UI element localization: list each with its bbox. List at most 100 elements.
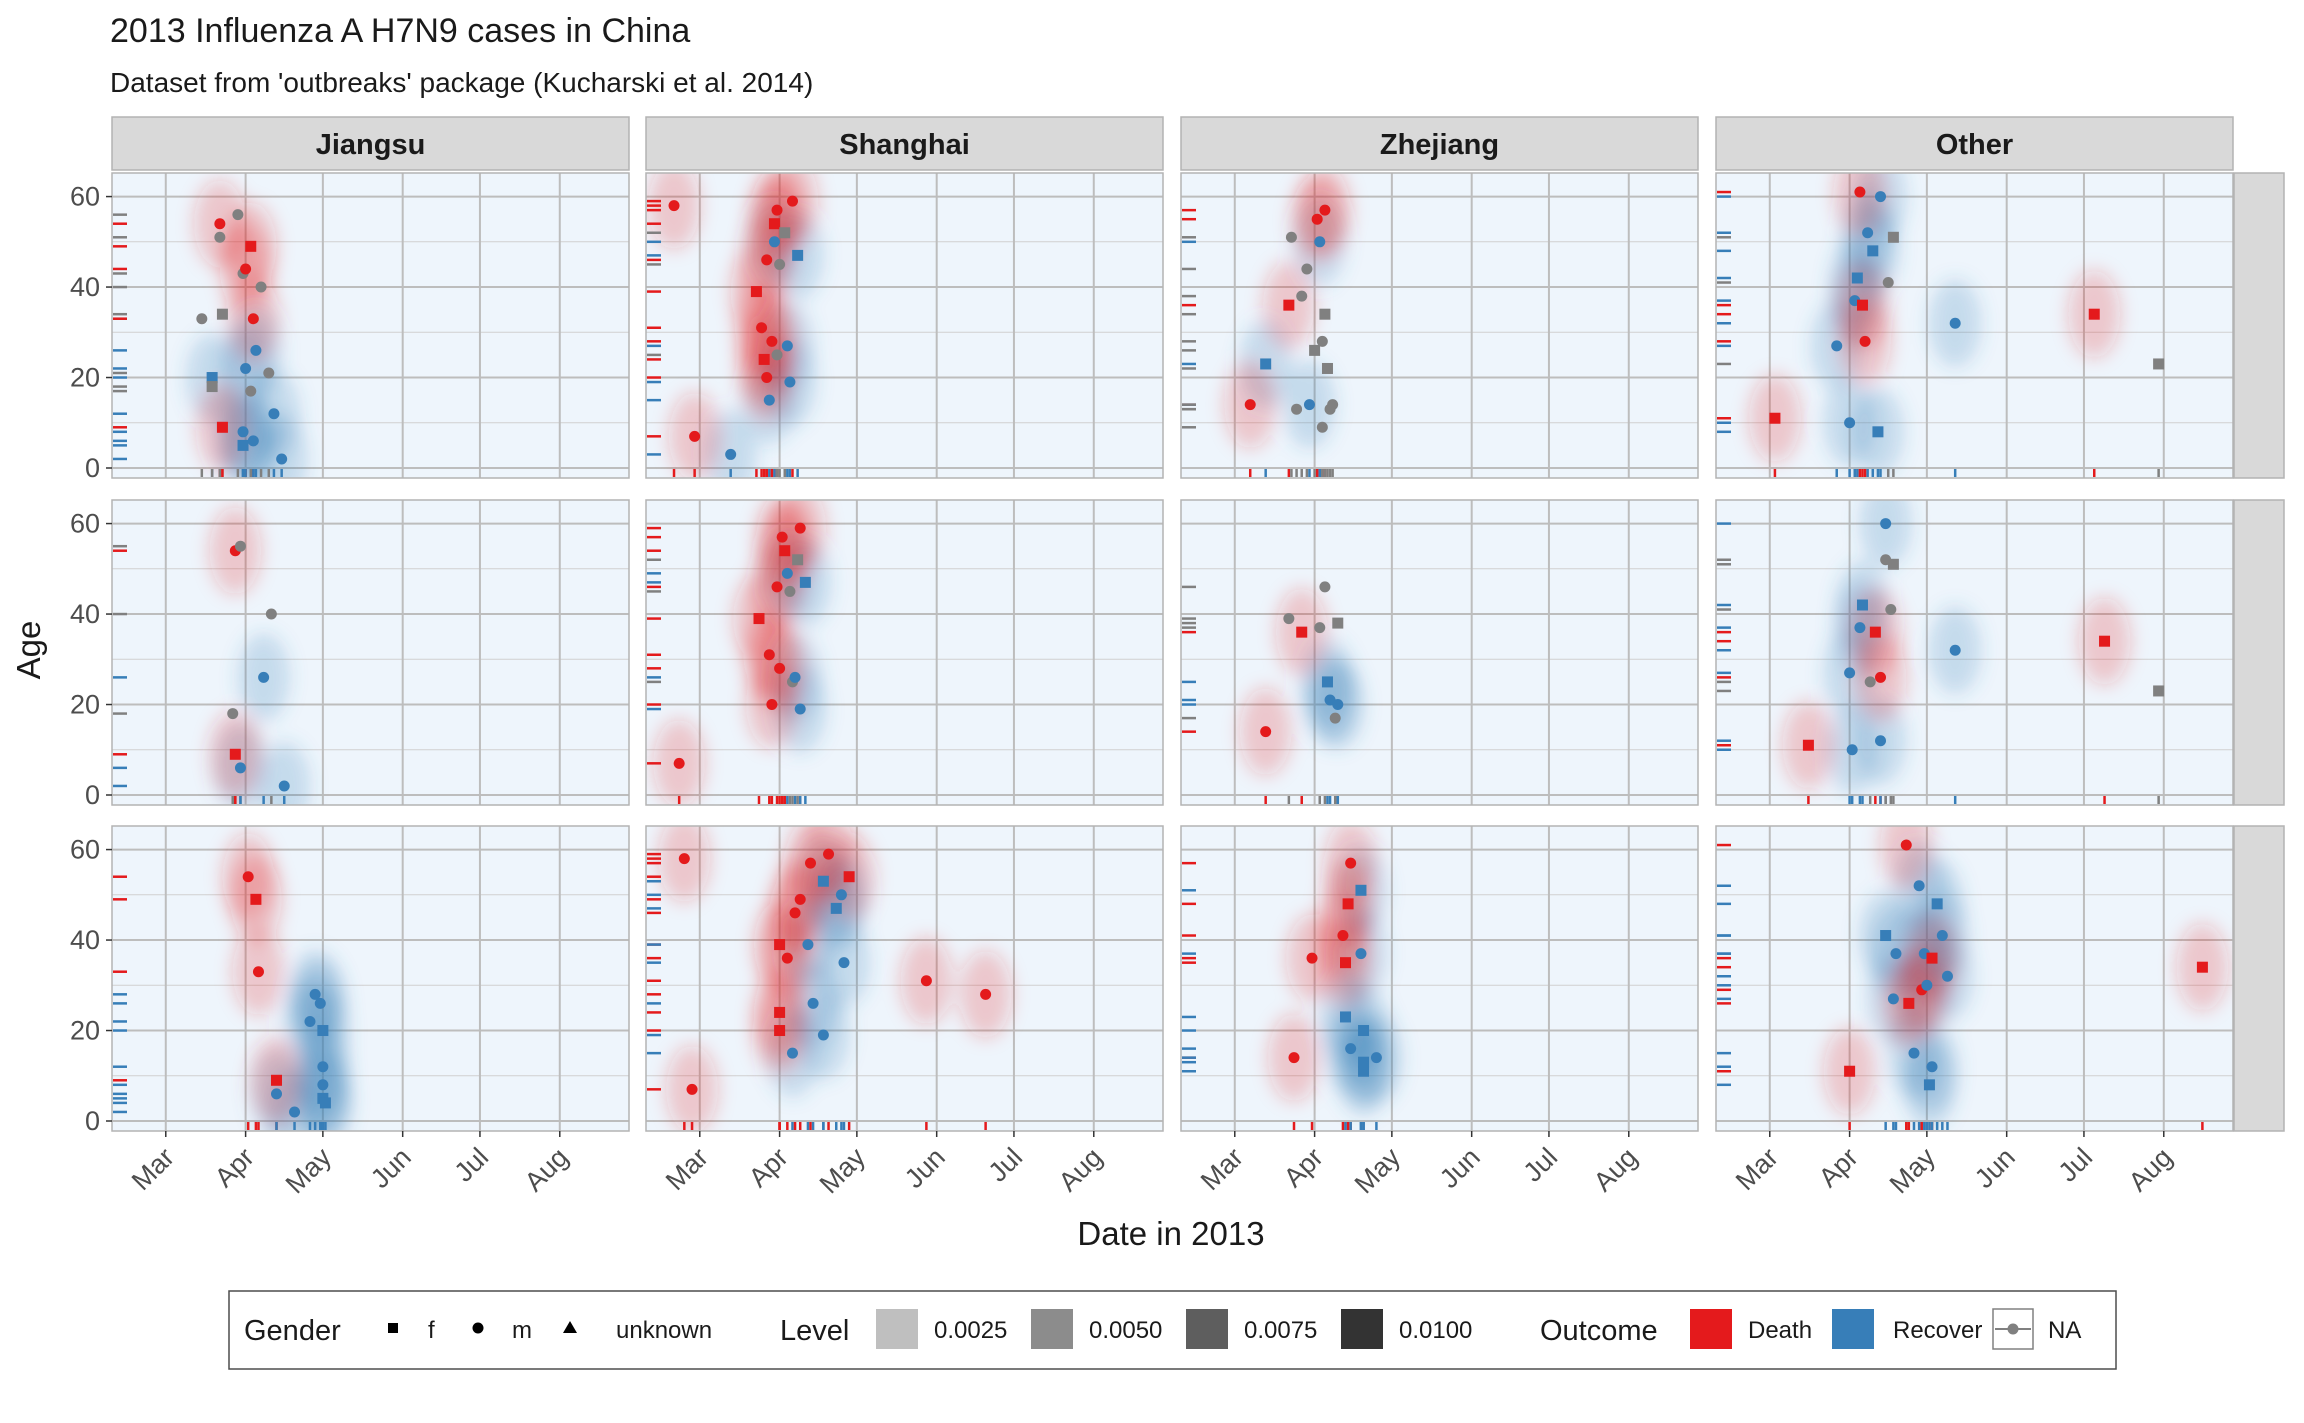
x-tick-label: Jun: [1434, 1142, 1486, 1194]
data-point-na: [1319, 581, 1331, 593]
data-point-recover: [206, 372, 218, 384]
data-point-death: [1856, 299, 1868, 311]
data-point-na: [1314, 622, 1326, 634]
data-point-recover: [317, 1079, 329, 1091]
strip-label-zhejiang: Zhejiang: [1380, 129, 1499, 161]
legend-circle-key: [472, 1322, 484, 1334]
data-point-na: [779, 227, 791, 239]
data-point-death: [758, 353, 770, 365]
data-point-recover: [1936, 930, 1948, 942]
data-point-recover: [786, 1047, 798, 1059]
strip-label-jiangsu: Jiangsu: [316, 129, 426, 161]
data-point-death: [766, 699, 778, 711]
data-point-death: [216, 421, 228, 433]
y-tick-label: 60: [70, 835, 100, 865]
legend-triangle-key: [563, 1321, 577, 1333]
data-point-na: [774, 258, 786, 270]
data-point-na: [2153, 685, 2165, 697]
y-tick-label: 20: [70, 363, 100, 393]
panel-border: [1715, 825, 2234, 1132]
data-point-death: [1900, 839, 1912, 851]
strip-shanghai: [645, 116, 1164, 171]
data-point-na: [784, 585, 796, 597]
chart-title: 2013 Influenza A H7N9 cases in China: [110, 12, 690, 50]
facet-grid: JiangsuShanghaiZhejiangOtherDate of onse…: [70, 116, 2285, 1199]
legend-level-swatch-4: [1341, 1309, 1383, 1349]
data-point-na: [1887, 558, 1899, 570]
data-point-recover: [1844, 417, 1856, 429]
legend-level-4: 0.0100: [1399, 1317, 1472, 1344]
data-point-death: [689, 430, 701, 442]
data-point-recover: [276, 453, 288, 465]
data-point-death: [786, 195, 798, 207]
data-point-death: [240, 263, 252, 275]
data-point-death: [242, 871, 254, 883]
density-layer: [222, 832, 352, 1131]
data-point-recover: [1321, 676, 1333, 688]
data-point-recover: [1846, 744, 1858, 756]
data-point-na: [1329, 712, 1341, 724]
x-tick-label: Mar: [660, 1142, 714, 1196]
data-point-recover: [1355, 884, 1367, 896]
data-point-recover: [1358, 1056, 1370, 1068]
data-point-recover: [317, 1061, 329, 1073]
data-point-na: [206, 381, 218, 393]
data-point-death: [247, 313, 259, 325]
x-tick-label: Jul: [1518, 1142, 1564, 1188]
data-point-death: [1283, 299, 1295, 311]
data-point-death: [761, 254, 773, 266]
legend-level-swatch-2: [1031, 1309, 1073, 1349]
legend-na-dot: [2007, 1323, 2019, 1335]
density-blob-death: [1880, 826, 1933, 890]
data-point-na: [1321, 362, 1333, 374]
data-point-na: [245, 385, 257, 397]
data-point-death: [668, 200, 680, 212]
data-point-death: [843, 871, 855, 883]
data-point-recover: [789, 671, 801, 683]
y-tick-label: 20: [70, 1016, 100, 1046]
panel-border: [645, 825, 1164, 1132]
data-point-death: [774, 1006, 786, 1018]
data-point-recover: [1370, 1052, 1382, 1064]
data-point-recover: [1923, 1079, 1935, 1091]
x-tick-label: Jun: [899, 1142, 951, 1194]
x-tick-label: Jul: [983, 1142, 1029, 1188]
data-point-na: [196, 313, 208, 325]
strip-zhejiang: [1180, 116, 1699, 171]
data-point-recover: [271, 1088, 283, 1100]
data-point-death: [771, 581, 783, 593]
row-strip-date-of-onset: [2233, 172, 2285, 479]
data-point-na: [2153, 358, 2165, 370]
strip-label-other: Other: [1936, 129, 2013, 161]
data-point-death: [805, 857, 817, 869]
data-point-death: [1802, 739, 1814, 751]
data-point-recover: [1314, 236, 1326, 248]
data-point-death: [794, 522, 806, 534]
panel-date-of-outcome-jiangsu: [111, 825, 630, 1132]
data-point-na: [1296, 290, 1308, 302]
data-point-recover: [258, 671, 270, 683]
x-tick-label: Aug: [1053, 1142, 1108, 1197]
density-blob-recover: [255, 414, 308, 478]
data-point-recover: [1854, 622, 1866, 634]
data-point-recover: [1880, 930, 1892, 942]
y-tick-label: 60: [70, 182, 100, 212]
data-point-na: [771, 349, 783, 361]
y-tick-label: 0: [85, 780, 100, 810]
density-blob-death: [1833, 173, 1886, 237]
density-blob-recover: [258, 741, 311, 805]
data-point-death: [779, 545, 791, 557]
data-point-death: [2088, 308, 2100, 320]
legend-outcome-swatch-recover: [1832, 1309, 1874, 1349]
data-point-recover: [802, 939, 814, 951]
panel-border: [111, 825, 630, 1132]
data-point-death: [1926, 952, 1938, 964]
data-point-recover: [781, 567, 793, 579]
data-point-death: [678, 853, 690, 865]
x-tick-label: Aug: [2123, 1142, 2178, 1197]
data-point-recover: [1872, 426, 1884, 438]
row-strip-date-of-hospitalisation: [2233, 499, 2285, 806]
legend-level-title: Level: [780, 1315, 849, 1347]
x-tick-label: Apr: [1278, 1142, 1329, 1193]
data-point-recover: [289, 1106, 301, 1118]
